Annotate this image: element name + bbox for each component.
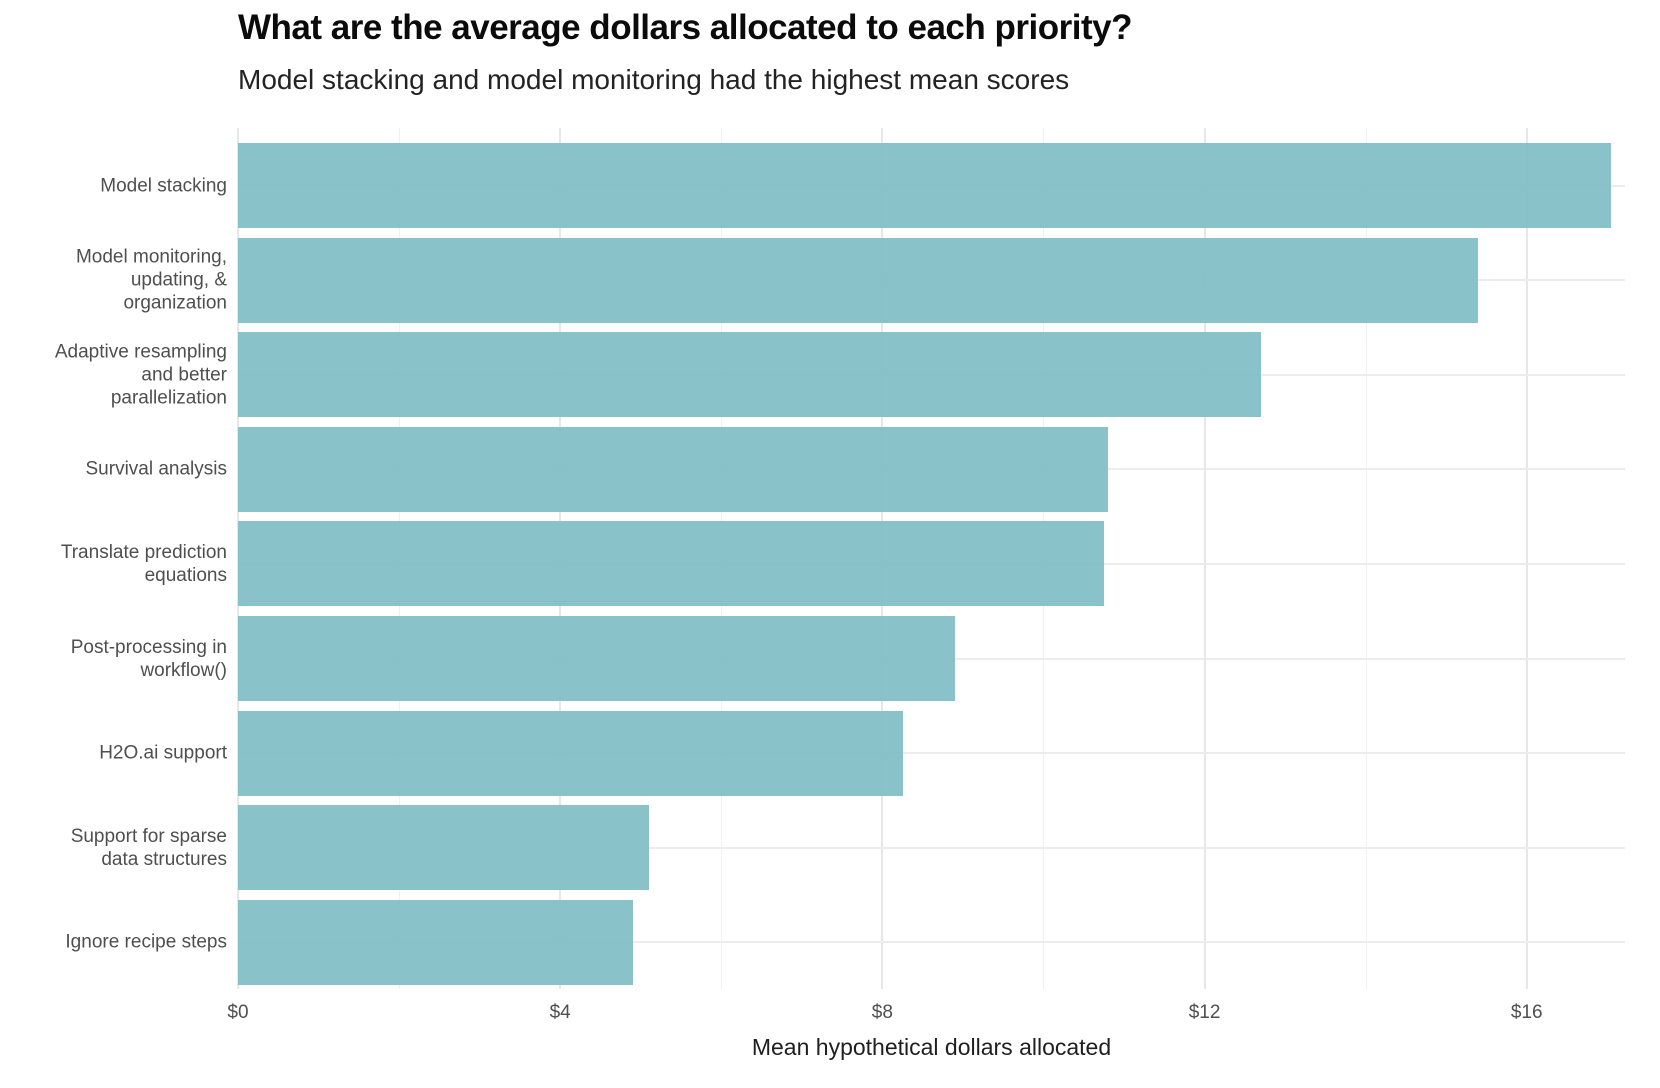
y-axis-label: Model monitoring, updating, & organizati… [75,246,227,314]
bar [238,237,1479,323]
bar [238,521,1104,607]
bar [238,143,1612,228]
x-axis-tick: $4 [549,1002,571,1023]
bar [238,426,1108,512]
x-axis-title: Mean hypothetical dollars allocated [751,1034,1112,1060]
bar [238,805,649,891]
gridline-major [1525,128,1528,989]
gridline-horizontal [238,941,1625,944]
x-axis-tick: $0 [227,1002,249,1023]
y-axis-label: Support for sparse data structures [70,825,227,870]
gridline-horizontal [238,752,1625,755]
gridline-horizontal [238,846,1625,849]
plot-panel [237,128,1625,989]
y-axis-label: Ignore recipe steps [65,931,227,953]
x-axis-tick: $16 [1510,1002,1543,1023]
chart-title: What are the average dollars allocated t… [238,8,1132,47]
y-axis-label: Model stacking [100,175,227,196]
gridline-major [1203,128,1206,989]
y-axis-label: Post-processing in workflow() [70,636,227,681]
y-axis-labels: Model stacking Model monitoring, updating… [0,128,227,989]
bar [238,332,1261,418]
bar [238,899,633,985]
x-axis-tick: $8 [871,1002,893,1023]
gridline-minor [1365,128,1367,989]
x-axis-tick: $12 [1188,1002,1221,1023]
bar [238,710,903,796]
y-axis-label: Translate prediction equations [60,541,227,586]
y-axis-label: H2O.ai support [99,742,227,764]
y-axis-label: Survival analysis [85,458,228,480]
x-axis-tick-labels: $0 $4 $8 $12 $16 [0,1002,1660,1030]
bar [238,616,955,701]
y-axis-label: Adaptive resampling and better paralleli… [54,341,227,409]
chart-subtitle: Model stacking and model monitoring had … [238,64,1070,95]
